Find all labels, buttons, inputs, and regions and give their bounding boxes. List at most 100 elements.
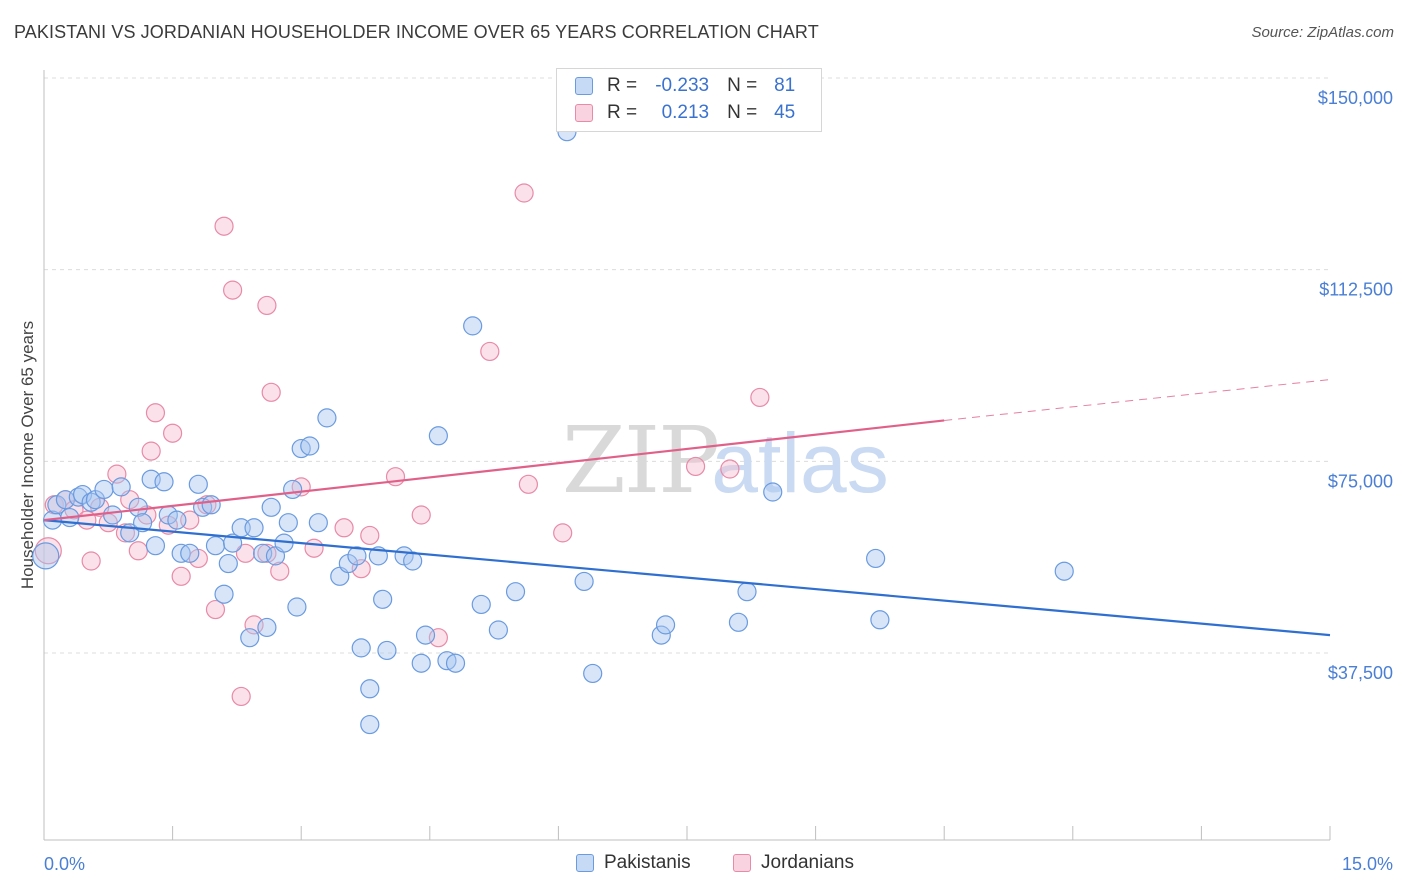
- pakistanis-point: [94, 479, 114, 500]
- pakistanis-point: [132, 513, 153, 533]
- chart-title: PAKISTANI VS JORDANIAN HOUSEHOLDER INCOM…: [14, 22, 819, 42]
- jordanians-point: [360, 525, 380, 546]
- pakistanis-point: [214, 584, 234, 604]
- watermark-atlas: atlas: [711, 416, 888, 510]
- pakistanis-point: [261, 497, 281, 517]
- pakistanis-point: [188, 474, 208, 494]
- pakistanis-point: [583, 663, 603, 684]
- pakistanis-point: [415, 625, 436, 645]
- pakistanis-point: [240, 628, 260, 648]
- jordanians-point: [750, 387, 770, 408]
- jordanians-point: [411, 505, 431, 525]
- x-tick-label: 15.0%: [1342, 854, 1393, 874]
- trend-lines: [43, 379, 1331, 637]
- y-tick-label: $112,500: [1319, 280, 1393, 300]
- jordanians-point: [141, 441, 161, 461]
- jordanians-point: [685, 456, 706, 477]
- x-tick-labels: 0.0% 15.0%: [44, 854, 1393, 874]
- pakistanis-point: [283, 479, 303, 500]
- pakistanis-point: [471, 594, 491, 615]
- pakistanis-point: [223, 533, 243, 553]
- pakistanis-point: [377, 640, 397, 661]
- jordanians-point: [514, 183, 534, 203]
- legend-item-label: Pakistanis: [604, 852, 691, 873]
- y-tick-label: $150,000: [1318, 88, 1393, 108]
- jordanians-point: [351, 559, 371, 579]
- pakistanis-point: [651, 625, 671, 645]
- jordanians-point: [334, 518, 354, 538]
- pink-swatch: [575, 104, 593, 122]
- y-tick-labels: $37,500 $75,000 $112,500 $150,000: [1318, 88, 1393, 683]
- pakistanis-points: [32, 122, 1074, 735]
- jordanians-point: [518, 474, 538, 494]
- pakistanis-point: [218, 553, 238, 574]
- pakistanis-point: [205, 536, 226, 556]
- pakistanis-point: [32, 542, 60, 570]
- pakistanis-point: [300, 436, 320, 456]
- pakistanis-point: [244, 518, 264, 538]
- jordanians-point: [223, 280, 243, 300]
- pakistanis-point: [167, 510, 187, 530]
- legend-r-label: R =: [607, 75, 638, 96]
- pakistanis-point: [870, 610, 890, 630]
- jordanians-point: [107, 464, 127, 484]
- pakistanis-point: [278, 513, 298, 533]
- pakistanis-point: [308, 513, 328, 533]
- pakistanis-point: [347, 546, 367, 566]
- pakistanis-point: [428, 426, 448, 446]
- y-tick-label: $37,500: [1328, 663, 1393, 683]
- legend-row-jordanians: R = 0.213 N = 45: [575, 101, 795, 125]
- jordanians-point: [270, 561, 290, 581]
- jordanians-point: [553, 523, 573, 543]
- jordanians-point: [34, 537, 62, 565]
- pakistanis-point: [145, 536, 166, 556]
- pakistanis-point: [373, 589, 393, 609]
- legend-r-value: 0.213: [661, 102, 710, 123]
- pakistanis-point: [102, 505, 123, 525]
- pakistanis-point: [488, 620, 508, 640]
- pakistanis-point: [154, 472, 174, 492]
- legend-n-value: 45: [774, 102, 796, 123]
- pakistanis-point: [505, 582, 526, 602]
- legend-n-label: N =: [727, 102, 758, 123]
- source-label: Source: ZipAtlas.com: [1251, 24, 1394, 41]
- jordanians-point: [235, 543, 256, 563]
- jordanians-point: [128, 541, 148, 561]
- pakistanis-point: [763, 482, 783, 502]
- jordanians-trend-extension: [944, 379, 1331, 421]
- jordanians-point: [720, 459, 740, 479]
- jordanians-point: [480, 341, 500, 362]
- pakistanis-point: [360, 679, 380, 699]
- legend-item-label: Jordanians: [761, 852, 854, 873]
- blue-swatch: [576, 854, 594, 872]
- pakistanis-point: [128, 497, 148, 517]
- pakistanis-point: [445, 653, 466, 673]
- pakistanis-point: [360, 714, 380, 735]
- pakistanis-point: [111, 477, 131, 497]
- pakistanis-point: [411, 653, 431, 673]
- pakistanis-point: [287, 597, 307, 617]
- legend-r-value: -0.233: [655, 75, 710, 96]
- blue-swatch: [575, 77, 593, 95]
- pakistanis-point: [574, 571, 594, 592]
- y-tick-label: $75,000: [1328, 471, 1393, 491]
- pakistanis-point: [737, 582, 757, 602]
- legend-item-pakistanis: Pakistanis: [576, 852, 691, 874]
- jordanians-point: [257, 295, 277, 316]
- legend-r-label: R =: [607, 102, 638, 123]
- jordanians-point: [145, 403, 166, 423]
- pakistanis-trend-line: [43, 519, 1331, 637]
- jordanians-point: [214, 216, 234, 236]
- pakistanis-point: [1054, 561, 1074, 581]
- pakistanis-point: [317, 408, 337, 428]
- jordanians-point: [261, 382, 281, 402]
- stats-legend: R = -0.233 N = 81 R = 0.213 N = 45: [556, 68, 822, 132]
- legend-n-label: N =: [727, 75, 758, 96]
- pakistanis-point: [257, 617, 277, 638]
- jordanians-point: [81, 551, 101, 571]
- axes: [43, 70, 1331, 841]
- jordanians-point: [231, 686, 251, 707]
- jordanians-point: [304, 538, 324, 558]
